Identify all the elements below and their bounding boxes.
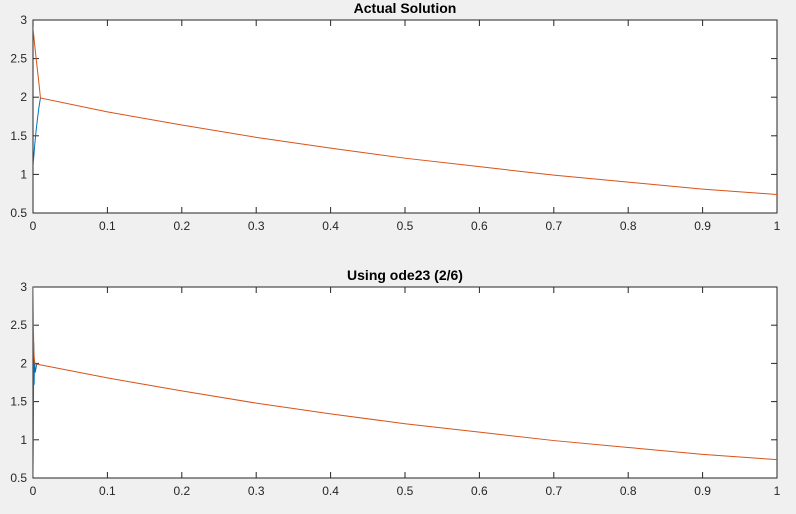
series-line-1 <box>33 287 777 461</box>
y-tick-label: 1 <box>20 433 27 447</box>
x-tick-label: 0.6 <box>471 219 488 233</box>
x-tick-label: 0.7 <box>545 484 562 498</box>
x-tick-label: 0.4 <box>322 219 339 233</box>
series-line-0 <box>33 97 41 167</box>
x-tick-label: 0.2 <box>173 484 190 498</box>
x-tick-label: 0.1 <box>99 219 116 233</box>
x-tick-label: 0.5 <box>397 219 414 233</box>
plot-area <box>32 19 778 214</box>
x-tick-label: 0.9 <box>694 484 711 498</box>
x-tick-label: 0.2 <box>173 219 190 233</box>
x-tick-label: 1 <box>774 219 781 233</box>
y-tick-label: 0.5 <box>10 471 27 485</box>
x-tick-label: 0.5 <box>397 484 414 498</box>
x-tick-label: 0.1 <box>99 484 116 498</box>
y-tick-label: 1 <box>20 167 27 181</box>
plot-area <box>32 286 778 479</box>
y-tick-label: 0.5 <box>10 206 27 220</box>
x-tick-label: 0.3 <box>248 484 265 498</box>
x-tick-label: 0.7 <box>545 219 562 233</box>
y-tick-label: 3 <box>20 13 27 27</box>
x-tick-label: 0 <box>30 219 37 233</box>
y-tick-label: 2 <box>20 90 27 104</box>
y-tick-label: 1.5 <box>10 395 27 409</box>
y-tick-label: 2.5 <box>10 318 27 332</box>
x-tick-label: 0.8 <box>620 484 637 498</box>
x-tick-label: 0.6 <box>471 484 488 498</box>
y-tick-label: 1.5 <box>10 129 27 143</box>
series-line-1 <box>33 27 777 195</box>
chart-title: Actual Solution <box>354 0 457 16</box>
y-tick-label: 2.5 <box>10 52 27 66</box>
x-tick-label: 0.3 <box>248 219 265 233</box>
x-tick-label: 0.9 <box>694 219 711 233</box>
chart-title: Using ode23 (2/6) <box>347 267 463 283</box>
x-tick-label: 0.4 <box>322 484 339 498</box>
axes-actual-solution: Actual Solution 0 0.1 0.2 0.3 0.4 0.5 0.6 0.7 0.8… <box>10 0 780 233</box>
x-tick-label: 1 <box>774 484 781 498</box>
y-tick-label: 2 <box>20 356 27 370</box>
x-tick-label: 0 <box>30 484 37 498</box>
series-line-0 <box>33 342 38 477</box>
x-tick-label: 0.8 <box>620 219 637 233</box>
y-tick-label: 3 <box>20 280 27 294</box>
axes-using-ode23: Using ode23 (2/6) 0 0.1 0.2 0.3 0.4 0.5 0.6 0.7 0… <box>10 267 780 498</box>
